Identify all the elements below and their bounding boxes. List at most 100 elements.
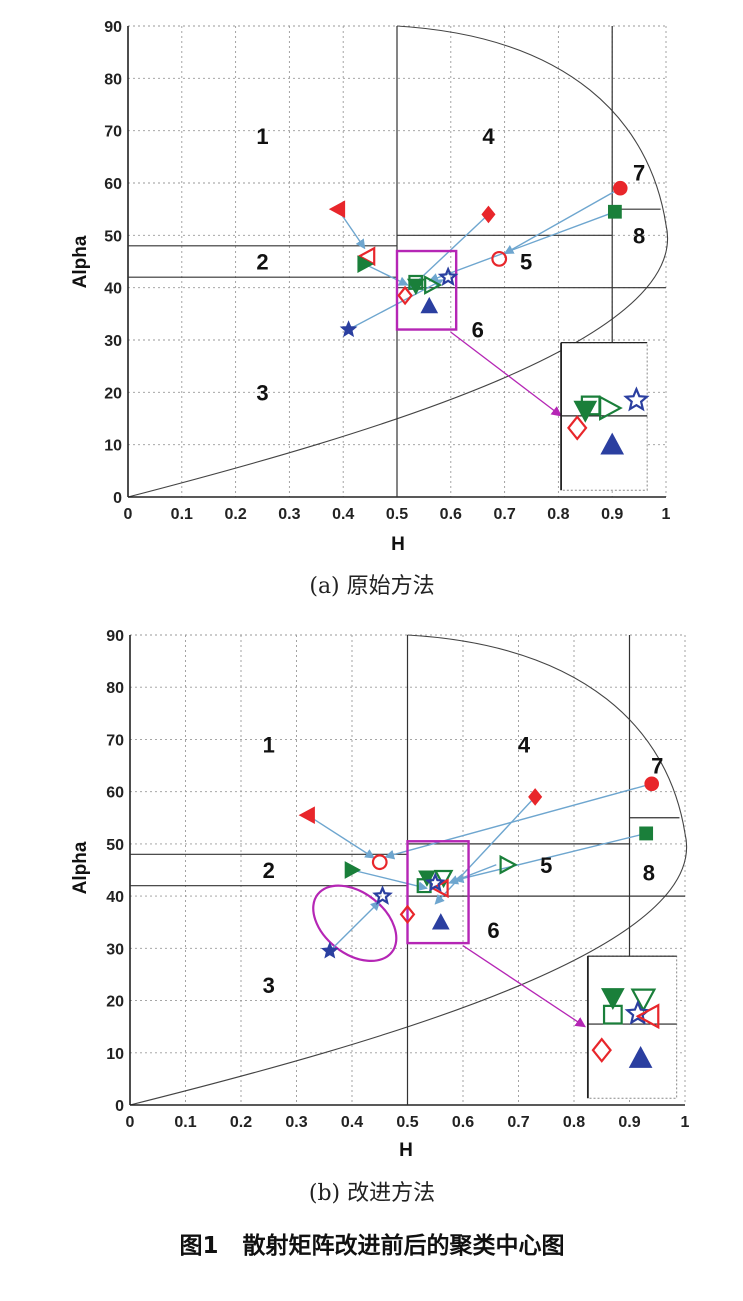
panel-a-point-green-triangle-down-10 — [406, 278, 425, 296]
panel-b-x-tick-10: 1 — [681, 1114, 690, 1131]
panel-b-y-tick-3: 30 — [106, 941, 124, 958]
panel-a-y-tick-2: 20 — [104, 385, 122, 402]
panel-a-inset-point-green-triangle-down-2 — [573, 400, 598, 423]
panel-b-inset-point-red-diamond-0 — [591, 1037, 612, 1063]
panel-b-arrows — [307, 783, 652, 1028]
panel-a-arrow-3 — [503, 187, 621, 255]
panel-b-region-label-6: 6 — [487, 918, 499, 943]
panel-a-point-red-diamond-2 — [481, 205, 496, 224]
panel-a-inset-point-blue-star-4 — [623, 386, 650, 412]
panel-a-x-tick-7: 0.7 — [493, 506, 515, 523]
panel-a-x-tick-2: 0.2 — [224, 506, 246, 523]
panel-b-arrow-2 — [329, 900, 381, 952]
panel-a-x-tick-9: 0.9 — [601, 506, 623, 523]
panel-b-point-red-triangle-left-0 — [298, 806, 315, 825]
panel-b-region-label-4: 2 — [263, 858, 275, 883]
panel-a-point-blue-star-11 — [339, 320, 358, 338]
panel-b-arrow-1 — [351, 869, 428, 891]
panel-a-points — [328, 180, 628, 338]
panel-a-y-tick-1: 10 — [104, 438, 122, 455]
panel-a-x-tick-6: 0.6 — [440, 506, 462, 523]
panel-a-region-label-0: 1 — [256, 124, 268, 149]
panel-b-point-green-triangle-right-5 — [344, 861, 362, 879]
panel-a-region-label-4: 2 — [256, 250, 268, 275]
panel-b-inset-point-green-triangle-down-1 — [601, 988, 625, 1010]
panel-a-point-red-triangle-left-1 — [357, 246, 376, 267]
panel-a-point-blue-triangle-up-13 — [420, 296, 439, 314]
panel-b-point-blue-star-12 — [320, 941, 339, 959]
panel-b-x-tick-5: 0.5 — [396, 1114, 418, 1131]
panel-b-y-tick-6: 60 — [106, 785, 124, 802]
panel-a-region-label-7: 3 — [256, 380, 268, 405]
panel-b-inset-point-blue-star-4 — [624, 999, 652, 1025]
panel-a-x-ticks: 0 0.1 0.2 0.3 0.4 0.5 0.6 0.7 0.8 0.9 1 — [124, 506, 671, 523]
panel-b-point-blue-triangle-up-15 — [431, 913, 450, 930]
panel-a-point-red-circle-5 — [491, 250, 508, 267]
panel-a-x-tick-8: 0.8 — [547, 506, 569, 523]
panel-a-y-ticks: 0 10 20 30 40 50 60 70 80 90 — [104, 19, 122, 507]
panel-b-point-blue-star-13 — [372, 885, 393, 905]
panel-a-arrow-1 — [364, 263, 409, 286]
panel-b-point-red-diamond-3 — [399, 904, 416, 925]
panel-a-y-label: Alpha — [70, 235, 91, 288]
panel-b-x-tick-7: 0.7 — [507, 1114, 529, 1131]
panel-a-point-blue-star-12 — [437, 266, 459, 286]
panel-b-regions: 1 4 7 8 2 5 6 3 — [263, 733, 664, 998]
panel-a-y-tick-6: 60 — [104, 176, 122, 193]
panel-b-inset-point-green-triangle-down-2 — [630, 988, 657, 1013]
panel-b-zoom-arrow — [462, 945, 586, 1028]
panel-a-x-tick-4: 0.4 — [332, 506, 354, 523]
panel-b-arrow-5 — [453, 832, 647, 884]
panel-b-x-tick-8: 0.8 — [563, 1114, 585, 1131]
panel-b-y-tick-0: 0 — [115, 1098, 124, 1115]
figure-caption: 图1 散射矩阵改进前后的聚类中心图 — [179, 1232, 564, 1259]
panel-b-point-green-triangle-right-6 — [499, 854, 518, 875]
panel-b-region-label-1: 4 — [518, 733, 531, 758]
panel-a-region-label-1: 4 — [482, 124, 495, 149]
panel-b-x-ticks: 0 0.1 0.2 0.3 0.4 0.5 0.6 0.7 0.8 0.9 1 — [126, 1114, 690, 1131]
panel-a-x-tick-10: 1 — [662, 506, 671, 523]
panel-a-y-tick-8: 80 — [104, 71, 122, 88]
panel-b-points — [298, 776, 660, 959]
panel-b-inset — [586, 955, 678, 1099]
panel-b-arrow-3 — [434, 796, 536, 905]
panel-a-x-label: H — [391, 534, 405, 555]
panel-b-inset-point-blue-triangle-up-6 — [628, 1045, 653, 1068]
panel-b-arrow-4 — [384, 783, 652, 860]
panel-b-arrow-6 — [448, 864, 497, 885]
panel-a-inset-point-blue-triangle-up-5 — [600, 432, 625, 455]
panel-a-y-tick-7: 70 — [104, 124, 122, 141]
panel-b-y-tick-9: 90 — [106, 628, 124, 645]
panel-a-x-tick-5: 0.5 — [386, 506, 408, 523]
panel-a-inset-point-red-diamond-0 — [567, 415, 588, 441]
panel-a-arrow-5 — [348, 279, 444, 331]
panel-b-point-green-triangle-down-10 — [433, 869, 454, 889]
panel-a-point-red-triangle-left-0 — [328, 200, 346, 219]
panel-b-y-tick-5: 50 — [106, 837, 124, 854]
panel-b-y-tick-4: 40 — [106, 889, 124, 906]
panel-b-y-label: Alpha — [70, 841, 91, 894]
panel-b-zoom-box — [406, 840, 470, 945]
panel-b-x-tick-2: 0.2 — [230, 1114, 252, 1131]
panel-b-region-label-3: 8 — [643, 861, 655, 886]
panel-b-arrow-0 — [307, 814, 376, 859]
panel-a-point-red-diamond-3 — [397, 285, 413, 306]
panel-a-y-tick-3: 30 — [104, 333, 122, 350]
panel-a-x-tick-3: 0.3 — [278, 506, 300, 523]
panel-b-y-ticks: 0 10 20 30 40 50 60 70 80 90 — [106, 628, 124, 1115]
panel-b-point-red-circle-1 — [371, 854, 388, 871]
panel-b-region-label-5: 5 — [540, 853, 552, 878]
panel-b-x-tick-6: 0.6 — [452, 1114, 474, 1131]
panel-a-y-tick-0: 0 — [113, 490, 122, 507]
panel-b-y-tick-1: 10 — [106, 1046, 124, 1063]
panel-a-x-tick-0: 0 — [124, 506, 133, 523]
panel-b-point-green-square-7 — [639, 826, 654, 841]
panel-b-region-label-7: 3 — [263, 973, 275, 998]
panel-a-point-green-triangle-right-8 — [357, 255, 374, 273]
panel-b-highlight-ellipse — [312, 884, 398, 962]
panel-a-point-green-square-7 — [408, 274, 424, 290]
panel-a-region-label-6: 6 — [472, 318, 484, 343]
panel-a-zoom-box — [395, 249, 458, 331]
panel-b-x-tick-3: 0.3 — [285, 1114, 307, 1131]
